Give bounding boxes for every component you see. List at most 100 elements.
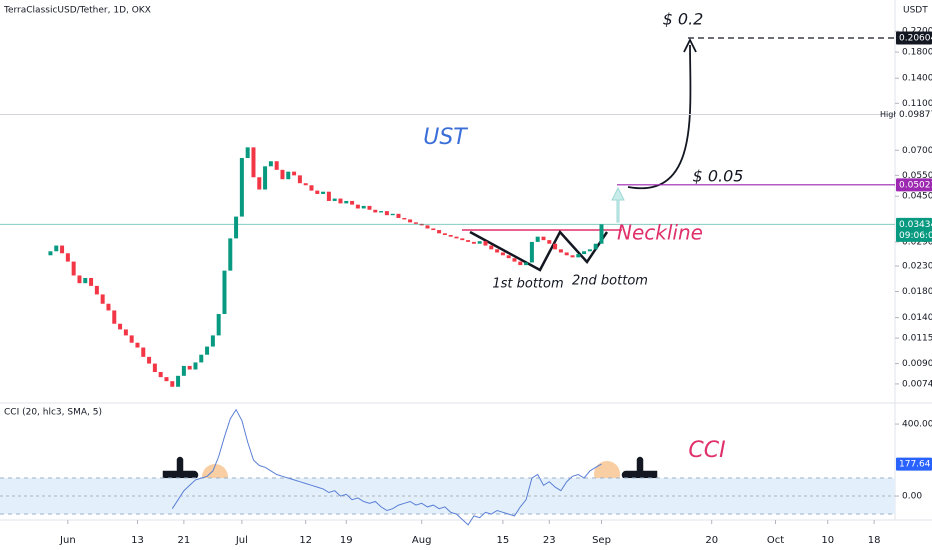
candle-body bbox=[245, 147, 250, 158]
candle-body bbox=[94, 285, 99, 295]
cci-tag: 177.64 bbox=[899, 460, 931, 470]
candle-body bbox=[83, 277, 88, 284]
candle-body bbox=[170, 381, 175, 387]
x-tick-label: Oct bbox=[767, 535, 784, 546]
candle-body bbox=[89, 277, 94, 286]
candle-body bbox=[332, 198, 337, 201]
x-tick-label: 18 bbox=[868, 535, 881, 546]
x-tick-label: Jun bbox=[59, 535, 76, 546]
candle-body bbox=[239, 157, 244, 217]
candle-body bbox=[576, 254, 581, 258]
candle-body bbox=[164, 377, 169, 382]
candle-body bbox=[210, 335, 215, 347]
arrow-head bbox=[683, 37, 697, 53]
candle-body bbox=[216, 313, 221, 336]
chart-title: TerraClassicUSD/Tether, 1D, OKX bbox=[3, 6, 151, 16]
candle-body bbox=[384, 211, 389, 216]
candle-body bbox=[100, 294, 105, 304]
candle-body bbox=[355, 204, 360, 209]
annotation: 2nd bottom bbox=[572, 274, 648, 289]
candle-body bbox=[558, 249, 563, 253]
annotation: UST bbox=[423, 125, 468, 150]
level-tag-bg bbox=[896, 107, 932, 121]
candle-body bbox=[280, 169, 285, 180]
candle-body bbox=[593, 243, 598, 250]
candle-body bbox=[257, 177, 262, 190]
candle-body bbox=[292, 171, 297, 176]
x-tick-label: 10 bbox=[821, 535, 834, 546]
x-tick-label: 20 bbox=[705, 535, 718, 546]
y-unit: USDT bbox=[903, 6, 928, 16]
candle-body bbox=[471, 241, 476, 244]
y-tick-label: 0.00 bbox=[902, 492, 922, 502]
candle-body bbox=[54, 245, 59, 252]
candle-body bbox=[373, 209, 378, 213]
x-tick-label: Sep bbox=[592, 535, 611, 546]
candle-body bbox=[123, 329, 128, 336]
candle-body bbox=[65, 253, 70, 262]
candle-body bbox=[48, 251, 53, 256]
candle-body bbox=[529, 241, 534, 263]
candle-body bbox=[379, 211, 384, 213]
cci-line bbox=[171, 408, 602, 526]
candle-body bbox=[181, 365, 186, 376]
candle-body bbox=[570, 255, 575, 258]
candle-body bbox=[199, 354, 204, 363]
candle-body bbox=[402, 217, 407, 220]
annotation: $ 0.2 bbox=[663, 10, 704, 29]
candle-body bbox=[321, 191, 326, 194]
candle-body bbox=[193, 362, 198, 370]
candle-body bbox=[564, 252, 569, 256]
candle-body bbox=[350, 200, 355, 205]
candle-body bbox=[547, 240, 552, 244]
candle-body bbox=[135, 342, 140, 348]
candle-body bbox=[338, 198, 343, 204]
candle-body bbox=[367, 205, 372, 210]
y-tick-label: 0.00740 bbox=[902, 379, 932, 389]
candle-body bbox=[118, 323, 123, 330]
candle-body bbox=[442, 233, 447, 235]
candle-body bbox=[303, 183, 308, 186]
candle-body bbox=[77, 275, 82, 284]
x-tick-label: 21 bbox=[178, 535, 191, 546]
candle-body bbox=[506, 255, 511, 259]
candle-body bbox=[582, 251, 587, 255]
candle-body bbox=[454, 236, 459, 239]
candle-body bbox=[71, 261, 76, 276]
candle-body bbox=[176, 375, 181, 387]
x-tick-label: 19 bbox=[340, 535, 353, 546]
current-price-bg bbox=[896, 217, 932, 242]
level-tag: 0.20604 bbox=[899, 34, 932, 44]
candle-body bbox=[274, 161, 279, 170]
candle-body bbox=[466, 240, 471, 242]
candle-body bbox=[390, 213, 395, 216]
candle-body bbox=[448, 234, 453, 237]
candle-body bbox=[129, 335, 134, 343]
double-bottom bbox=[469, 229, 609, 272]
annotation: 1st bottom bbox=[492, 277, 563, 292]
candle-body bbox=[344, 200, 349, 204]
candle-body bbox=[396, 213, 401, 218]
level-name: High bbox=[880, 110, 898, 119]
y-tick-label: 400.00 bbox=[902, 420, 932, 430]
candle-body bbox=[408, 219, 413, 223]
annotation: CCI bbox=[688, 438, 725, 463]
level-tag-bg bbox=[896, 178, 932, 192]
candle-body bbox=[268, 161, 273, 167]
candle-body bbox=[315, 190, 320, 194]
candle-body bbox=[309, 185, 314, 191]
target-arrow bbox=[627, 44, 692, 190]
x-tick-label: Jul bbox=[235, 535, 248, 546]
candle-body bbox=[413, 222, 418, 224]
candle-body bbox=[326, 191, 331, 201]
x-tick-label: 13 bbox=[131, 535, 144, 546]
candle-body bbox=[535, 236, 540, 242]
